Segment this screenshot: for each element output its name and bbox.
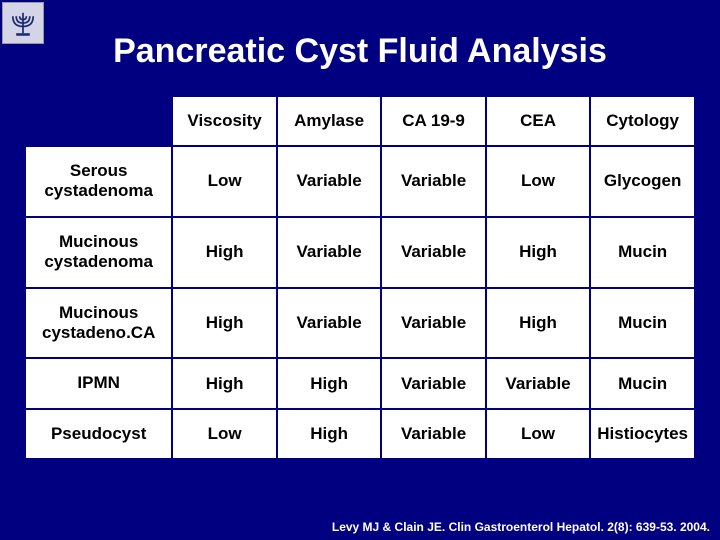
table-row: IPMN High High Variable Variable Mucin xyxy=(25,358,695,408)
cell: Variable xyxy=(381,409,485,459)
table-row: Mucinous cystadenoma High Variable Varia… xyxy=(25,217,695,288)
cell: Variable xyxy=(381,146,485,217)
table-row: Serous cystadenoma Low Variable Variable… xyxy=(25,146,695,217)
row-label: Serous cystadenoma xyxy=(25,146,172,217)
cell: Low xyxy=(486,146,590,217)
page-title: Pancreatic Cyst Fluid Analysis xyxy=(0,0,720,95)
cell: High xyxy=(277,358,381,408)
cell: Variable xyxy=(277,146,381,217)
cell: High xyxy=(172,217,276,288)
logo-badge xyxy=(2,2,44,44)
table-header-row: Viscosity Amylase CA 19-9 CEA Cytology xyxy=(25,96,695,146)
table-row: Pseudocyst Low High Variable Low Histioc… xyxy=(25,409,695,459)
cell: Low xyxy=(486,409,590,459)
cell: Histiocytes xyxy=(590,409,695,459)
col-header: Viscosity xyxy=(172,96,276,146)
table-container: Viscosity Amylase CA 19-9 CEA Cytology S… xyxy=(0,95,720,460)
cell: Variable xyxy=(381,217,485,288)
analysis-table: Viscosity Amylase CA 19-9 CEA Cytology S… xyxy=(24,95,696,460)
cell: High xyxy=(172,288,276,359)
table-corner xyxy=(25,96,172,146)
cell: Low xyxy=(172,146,276,217)
col-header: CEA xyxy=(486,96,590,146)
cell: Variable xyxy=(486,358,590,408)
cell: Variable xyxy=(381,288,485,359)
table-row: Mucinous cystadeno.CA High Variable Vari… xyxy=(25,288,695,359)
row-label: Mucinous cystadeno.CA xyxy=(25,288,172,359)
cell: Mucin xyxy=(590,288,695,359)
menorah-icon xyxy=(6,6,40,40)
cell: High xyxy=(486,288,590,359)
cell: Mucin xyxy=(590,217,695,288)
cell: High xyxy=(486,217,590,288)
row-label: Pseudocyst xyxy=(25,409,172,459)
cell: Variable xyxy=(277,217,381,288)
col-header: CA 19-9 xyxy=(381,96,485,146)
cell: High xyxy=(277,409,381,459)
citation-text: Levy MJ & Clain JE. Clin Gastroenterol H… xyxy=(332,520,710,534)
row-label: IPMN xyxy=(25,358,172,408)
col-header: Cytology xyxy=(590,96,695,146)
cell: Variable xyxy=(381,358,485,408)
cell: Mucin xyxy=(590,358,695,408)
col-header: Amylase xyxy=(277,96,381,146)
cell: Variable xyxy=(277,288,381,359)
cell: Glycogen xyxy=(590,146,695,217)
row-label: Mucinous cystadenoma xyxy=(25,217,172,288)
cell: High xyxy=(172,358,276,408)
cell: Low xyxy=(172,409,276,459)
